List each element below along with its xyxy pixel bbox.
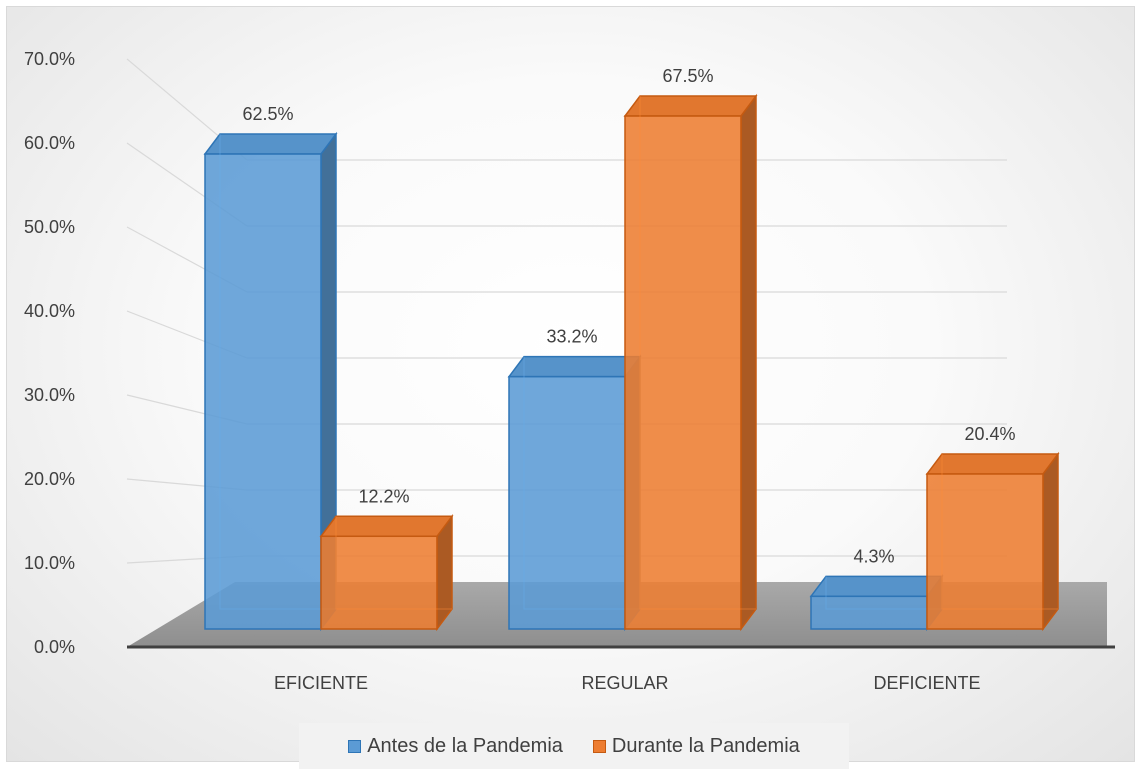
- bar: [204, 153, 322, 630]
- legend: Antes de la Pandemia Durante la Pandemia: [299, 723, 849, 769]
- data-label: 4.3%: [853, 546, 894, 566]
- y-tick-label: 30.0%: [24, 385, 75, 405]
- y-tick-label: 20.0%: [24, 469, 75, 489]
- chart-plot: 0.0%10.0%20.0%30.0%40.0%50.0%60.0%70.0% …: [24, 49, 1115, 693]
- y-tick-label: 0.0%: [34, 637, 75, 657]
- x-category-label: EFICIENTE: [274, 673, 368, 693]
- bar-edge: [941, 453, 1058, 610]
- y-tick-label: 10.0%: [24, 553, 75, 573]
- bar-top: [507, 355, 642, 378]
- legend-item-antes: Antes de la Pandemia: [348, 735, 563, 758]
- legend-label-antes: Antes de la Pandemia: [367, 734, 563, 757]
- bar-top: [925, 453, 1060, 475]
- legend-item-durante: Durante la Pandemia: [592, 734, 800, 758]
- bar: [508, 375, 626, 630]
- bar: [320, 535, 438, 630]
- data-label: 20.4%: [964, 424, 1015, 444]
- data-label: 33.2%: [546, 327, 597, 347]
- x-category-label: REGULAR: [581, 673, 668, 693]
- legend-swatch-durante: [592, 739, 606, 753]
- bar: [926, 473, 1044, 630]
- bar-side: [1042, 451, 1059, 632]
- bar-top: [623, 95, 758, 117]
- bar-edge: [639, 96, 756, 610]
- data-label: 12.2%: [358, 486, 409, 506]
- bar-top: [319, 515, 454, 538]
- bar-edge: [335, 516, 452, 610]
- y-tick-label: 40.0%: [24, 301, 75, 321]
- bar: [624, 115, 742, 630]
- data-label: 67.5%: [662, 66, 713, 86]
- chart-area: 0.0% 10.0% 20.0% 30.0% 40.0% 50.0% 60.0% 70.0% …: [6, 6, 1135, 769]
- bar-side: [740, 93, 757, 632]
- bar-top: [203, 133, 338, 155]
- y-tick-label: 70.0%: [24, 49, 75, 69]
- y-tick-label: 50.0%: [24, 217, 75, 237]
- legend-label-durante: Durante la Pandemia: [611, 734, 800, 757]
- data-label: 62.5%: [242, 104, 293, 124]
- y-tick-label: 60.0%: [24, 133, 75, 153]
- bar-edge: [523, 356, 640, 610]
- bar-edge: [219, 134, 336, 610]
- bar-edge: [825, 576, 942, 610]
- bar: [810, 595, 928, 630]
- bar-top: [809, 575, 944, 598]
- x-category-label: DEFICIENTE: [873, 673, 980, 693]
- legend-swatch-antes: [348, 739, 362, 753]
